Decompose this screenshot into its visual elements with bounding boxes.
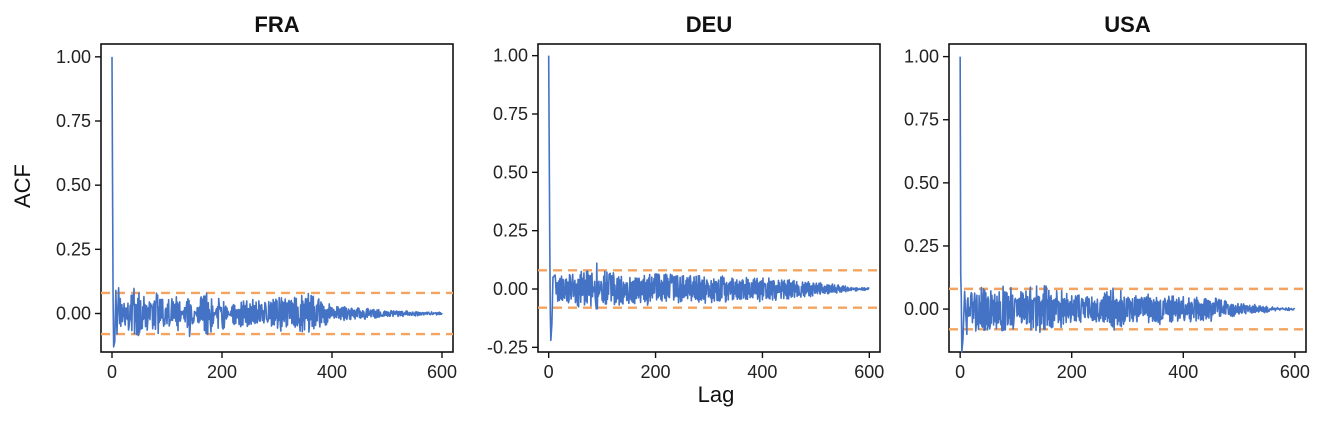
x-axis-label: Lag <box>698 382 735 407</box>
y-tick-label: 0.75 <box>904 110 939 130</box>
acf-series-line <box>547 55 870 342</box>
y-tick-label: 0.50 <box>904 173 939 193</box>
x-tick-label: 200 <box>641 362 671 382</box>
plot-frame <box>537 43 881 353</box>
panel-deu: DEU -0.25 0.00 0.25 0.50 0.75 1.00 0 200 400 600 <box>487 12 884 382</box>
y-tick-label: 0.50 <box>493 162 528 182</box>
x-tick-label: 200 <box>1057 362 1087 382</box>
plot-frame <box>100 43 454 353</box>
panel-fra: FRA 0.00 0.25 0.50 0.75 1.00 0 200 400 600 <box>56 12 457 382</box>
x-tick-label: 200 <box>207 362 237 382</box>
acf-series-line <box>111 56 443 348</box>
y-tick-label: 0.00 <box>904 299 939 319</box>
y-tick-label: 0.00 <box>56 304 91 324</box>
y-tick-label: 1.00 <box>493 46 528 66</box>
x-tick-label: 400 <box>317 362 347 382</box>
y-tick-label: 1.00 <box>56 47 91 67</box>
x-tick-label: 400 <box>1168 362 1198 382</box>
y-tick-label: 0.25 <box>493 221 528 241</box>
x-tick-label: 0 <box>544 362 554 382</box>
x-tick-label: 600 <box>1280 362 1310 382</box>
y-tick-label: 0.75 <box>493 104 528 124</box>
y-tick-label: 0.25 <box>904 236 939 256</box>
y-tick-label: -0.25 <box>487 337 528 357</box>
y-tick-label: 0.00 <box>493 279 528 299</box>
y-tick-label: 0.50 <box>56 175 91 195</box>
x-tick-label: 0 <box>955 362 965 382</box>
chart-title: FRA <box>254 12 299 37</box>
acf-series-line <box>959 56 1296 353</box>
x-tick-label: 400 <box>747 362 777 382</box>
y-tick-label: 1.00 <box>904 47 939 67</box>
chart-title: USA <box>1104 12 1151 37</box>
y-tick-label: 0.25 <box>56 239 91 259</box>
y-axis-label: ACF <box>10 164 35 208</box>
x-tick-label: 600 <box>427 362 457 382</box>
plot-frame <box>948 43 1307 353</box>
x-tick-label: 0 <box>107 362 117 382</box>
y-tick-label: 0.75 <box>56 111 91 131</box>
chart-title: DEU <box>686 12 732 37</box>
panel-usa: USA 0.00 0.25 0.50 0.75 1.00 0 200 400 600 <box>904 12 1310 382</box>
x-tick-label: 600 <box>854 362 884 382</box>
